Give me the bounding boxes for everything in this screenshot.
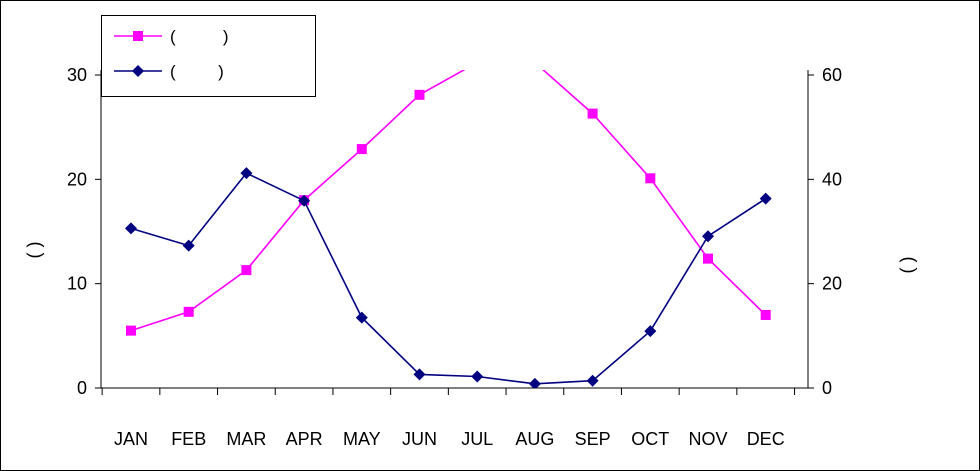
series-0-point [126,325,136,336]
x-tick-label: JAN [114,429,148,449]
series-0-point [414,89,425,100]
series-1-point [759,192,772,205]
x-tick-label: SEP [575,429,611,449]
series-0-point [587,108,598,119]
left-tick-label: 20 [67,169,87,189]
legend: ( ) ( ) [101,15,316,97]
series-1-point [702,230,714,243]
x-tick-label: FEB [171,429,206,449]
series-1-point [125,222,137,235]
x-tick-label: NOV [688,429,727,449]
series-1-point [644,325,657,338]
x-tick-label: APR [286,429,323,449]
right-tick-label: 0 [822,378,832,398]
series-layer [125,70,772,388]
right-tick-label: 60 [822,65,842,85]
x-tick-label: MAR [226,429,266,449]
x-tick-label: JUL [461,429,493,449]
series-line-1 [130,172,767,385]
x-tick-label: MAY [343,429,381,449]
series-1-point [471,370,484,383]
x-tick-label: DEC [747,429,785,449]
series-1-point [528,377,541,388]
series-1-point [413,368,426,381]
axes: 0 10 20 30 0 20 40 60 JAN FEB MAR APR MAY JUN JUL AUG SE… [24,65,917,449]
right-tick-label: 40 [822,169,842,189]
series-1-point [586,374,599,387]
series-0-point [760,309,771,320]
right-axis-label: ( ) [897,257,917,274]
legend-label-0: ( ) [170,27,229,46]
series-0-point [356,144,367,155]
left-tick-label: 10 [67,274,87,294]
series-1-point [182,239,195,252]
left-tick-label: 30 [67,65,87,85]
series-line-0 [130,70,767,332]
series-0-point [241,265,252,276]
legend-marker-1 [132,65,144,77]
series-0-point [183,306,194,317]
x-tick-label: AUG [515,429,554,449]
legend-label-1: ( ) [170,62,224,81]
right-tick-label: 20 [822,274,842,294]
left-tick-label: 0 [77,378,87,398]
legend-marker-0 [133,31,143,41]
series-0-point [703,253,713,264]
series-1-point [298,194,311,207]
legend-box [101,15,316,97]
x-tick-label: JUN [402,429,437,449]
x-tick-label: OCT [631,429,669,449]
series-0-point [645,173,656,184]
series-1-point [240,167,253,180]
series-1-point [355,311,368,324]
left-axis-label: ( ) [24,242,44,259]
